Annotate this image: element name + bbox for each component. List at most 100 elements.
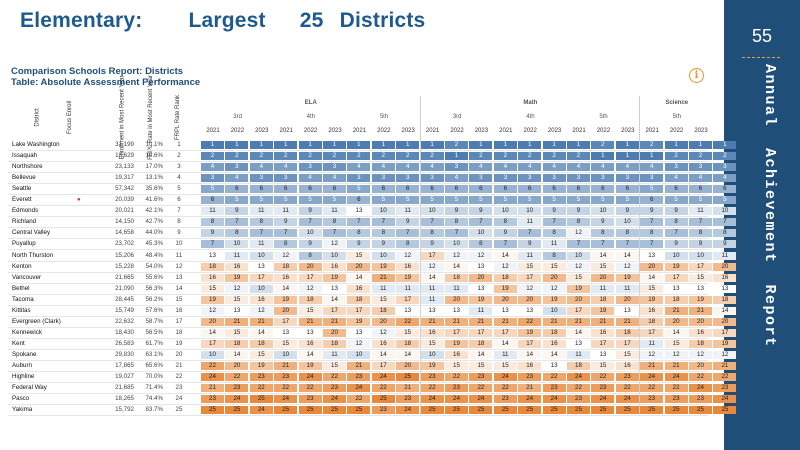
rank-cell: 10	[420, 350, 444, 359]
rank-cell: 24	[493, 373, 517, 382]
sidebar-title: Annual Achievement Report	[761, 64, 778, 348]
rank-cell: 11	[615, 284, 639, 293]
rank-cell: 11	[201, 207, 224, 216]
rank-cell: 25	[567, 406, 590, 415]
rank-cell: 2	[713, 152, 737, 161]
rank-cell: 12	[298, 284, 322, 293]
rank-cell: 3	[518, 174, 542, 183]
frpl-rate-value: 54.0%	[145, 262, 163, 270]
table-row: Everett ● 20,039 41.6% 6 6 5 5 5 5 5 6 5 5 5 5 5 5 5 5 5 5 5 6 5…	[8, 195, 737, 207]
rank-cell: 4	[493, 163, 517, 172]
frpl-rate-value: 71.4%	[145, 384, 163, 392]
rank-cell: 25	[298, 406, 322, 415]
rank-cell: 12	[323, 240, 346, 249]
rank-cell: 12	[445, 251, 468, 260]
rank-cell: 1	[713, 141, 737, 149]
rank-cell: 14	[249, 328, 273, 337]
rank-cell: 10	[371, 251, 395, 260]
rank-cell: 24	[274, 395, 298, 404]
enrollment-value: 26,583	[115, 339, 134, 347]
rank-cell: 16	[445, 350, 468, 359]
rank-cell: 7	[567, 240, 590, 249]
year-header: 2023	[328, 128, 342, 134]
rank-cell: 11	[420, 295, 444, 304]
rank-cell: 19	[347, 317, 371, 326]
enrollment-value: 57,342	[115, 185, 134, 193]
rank-cell: 3	[713, 163, 737, 172]
rank-cell: 9	[469, 207, 493, 216]
rank-cell: 24	[225, 395, 249, 404]
rank-cell: 13	[567, 339, 590, 348]
rank-cell: 8	[542, 229, 566, 238]
rank-cell: 4	[591, 163, 615, 172]
rank-cell: 2	[567, 152, 590, 161]
rank-cell: 3	[201, 174, 224, 183]
rank-cell: 20	[664, 317, 688, 326]
rank-cell: 21	[249, 317, 273, 326]
rank-cell: 20	[225, 362, 249, 370]
rank-cell: 19	[493, 284, 517, 293]
rank-cell: 4	[249, 163, 273, 172]
rank-cell: 23	[493, 395, 517, 404]
rank-cell: 11	[274, 207, 298, 216]
rank-cell: 2	[298, 152, 322, 161]
year-header: 2022	[596, 128, 611, 134]
rank-cell: 22	[640, 384, 664, 393]
rank-cell: 7	[225, 218, 249, 227]
rank-cell: 7	[445, 229, 468, 238]
rank-cell: 19	[396, 273, 420, 282]
district-name: Central Valley	[12, 229, 51, 237]
frpl-rate-value: 10.6%	[145, 152, 163, 160]
rank-cell: 13	[640, 251, 664, 260]
frpl-rate-value: 44.0%	[145, 229, 163, 237]
rank-cell: 12	[469, 251, 493, 260]
rank-cell: 11	[518, 218, 542, 227]
year-header: 2021	[572, 128, 586, 134]
rank-cell: 25	[664, 406, 688, 415]
rank-cell: 14	[396, 350, 420, 359]
rank-cell: 7	[640, 218, 664, 227]
rank-cell: 15	[591, 362, 615, 370]
rank-cell: 8	[225, 229, 249, 238]
rank-cell: 10	[347, 350, 371, 359]
rank-cell: 5	[323, 196, 346, 205]
rank-cell: 18	[664, 295, 688, 304]
rank-cell: 20	[689, 317, 712, 326]
rank-cell: 5	[420, 196, 444, 205]
rank-cell: 8	[371, 229, 395, 238]
rank-cell: 8	[445, 218, 468, 227]
rank-cell: 3	[274, 174, 298, 183]
district-name: Pasco	[12, 395, 30, 403]
rank-cell: 18	[396, 339, 420, 348]
rank-cell: 10	[689, 251, 712, 260]
focus-marker: ●	[77, 197, 81, 204]
rank-cell: 15	[201, 284, 224, 293]
year-header: 2022	[230, 128, 245, 134]
frpl-rank-value: 3	[177, 163, 181, 171]
rank-cell: 24	[689, 384, 712, 393]
rank-cell: 25	[518, 406, 542, 415]
info-icon[interactable]: i	[689, 68, 704, 83]
rank-cell: 14	[347, 273, 371, 282]
rank-cell: 20	[347, 262, 371, 271]
district-name: Federal Way	[12, 384, 47, 392]
table-row: Bellevue 19,317 13.1% 4 3 4 3 3 4 4 3 3 3 3 4 3 3 3 3 3 3 3 3 4…	[8, 173, 737, 185]
rank-cell: 15	[567, 273, 590, 282]
rank-cell: 1	[591, 152, 615, 161]
year-header: 2023	[621, 128, 635, 134]
rank-cell: 1	[542, 141, 566, 149]
rank-cell: 17	[518, 273, 542, 282]
table-row: Kennewick 18,430 56.5% 18 14 15 14 13 13 20 13 12 15…	[8, 328, 737, 339]
rank-cell: 3	[298, 163, 322, 172]
report-header: Comparison Schools Report: Districts Tab…	[11, 66, 200, 88]
rank-cell: 20	[469, 273, 493, 282]
rank-cell: 18	[445, 273, 468, 282]
rank-cell: 14	[542, 350, 566, 359]
rank-cell: 7	[664, 229, 688, 238]
rank-cell: 3	[347, 174, 371, 183]
table-row: Auburn 17,865 65.6% 21 22 20 19 21 19 15 21 17 20 19 1…	[8, 361, 737, 372]
rank-cell: 9	[713, 240, 737, 249]
rank-cell: 4	[640, 163, 664, 172]
rank-cell: 25	[542, 406, 566, 415]
rank-cell: 9	[640, 207, 664, 216]
